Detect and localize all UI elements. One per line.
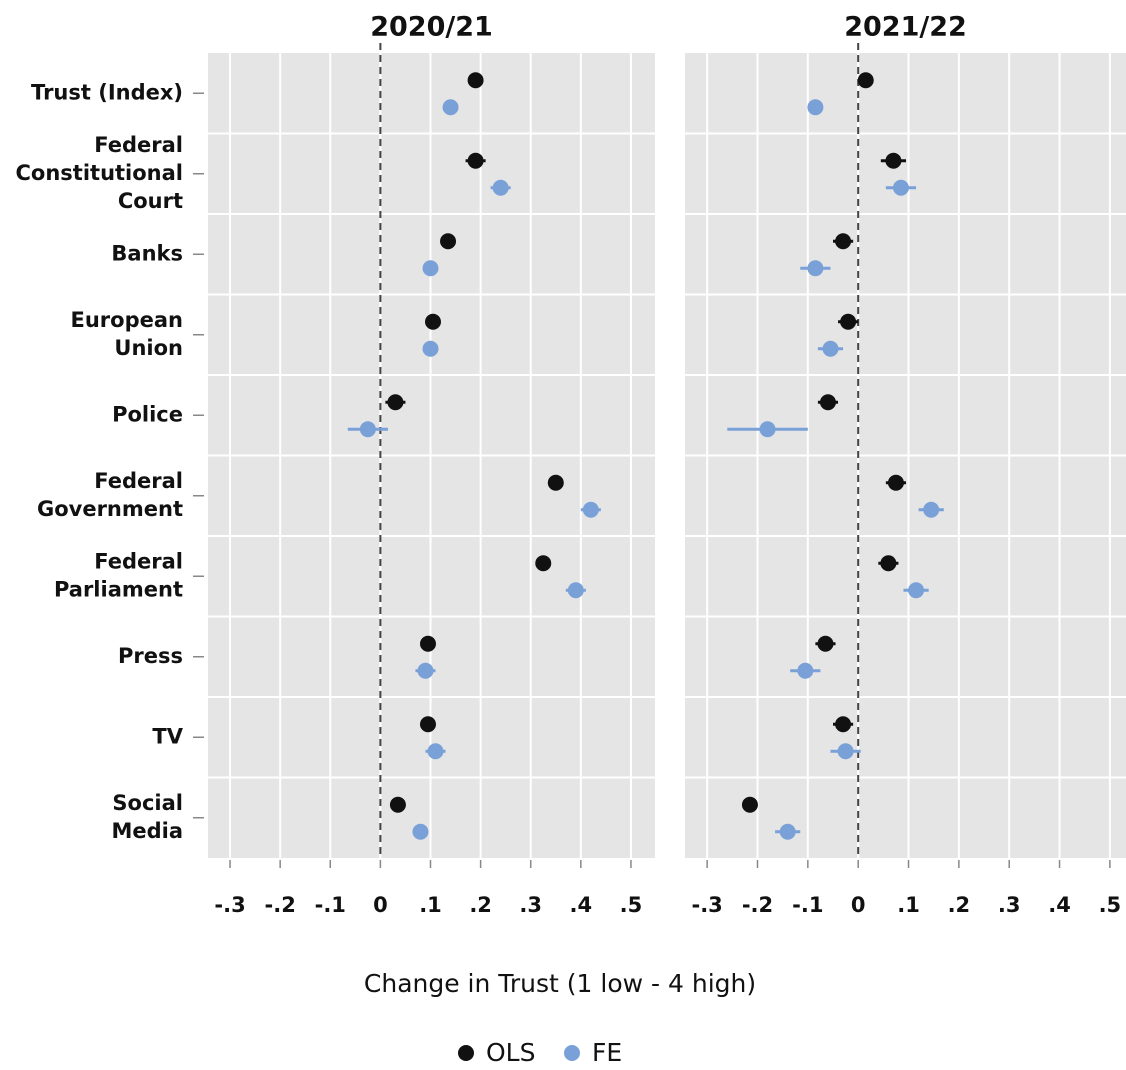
point xyxy=(425,313,442,330)
point xyxy=(880,555,897,572)
point xyxy=(923,501,940,518)
point xyxy=(567,582,584,599)
point xyxy=(817,635,834,652)
point xyxy=(908,582,925,599)
x-tick-label: -.3 xyxy=(691,893,722,917)
point xyxy=(412,823,429,840)
x-tick-label: .4 xyxy=(570,893,593,917)
y-tick-label: Social xyxy=(112,791,183,815)
panel-title: 2021/22 xyxy=(844,12,967,43)
x-tick-label: .2 xyxy=(469,893,492,917)
point xyxy=(547,474,564,491)
y-tick-label: Parliament xyxy=(54,577,183,601)
point xyxy=(422,340,439,357)
y-tick-label: Press xyxy=(118,644,183,668)
y-tick-label: Federal xyxy=(94,469,183,493)
x-tick-label: .4 xyxy=(1048,893,1071,917)
point xyxy=(892,179,909,196)
y-tick-label: Court xyxy=(118,189,183,213)
y-tick-label: Police xyxy=(112,402,183,426)
x-tick-label: .5 xyxy=(620,893,643,917)
y-tick-label: Constitutional xyxy=(16,161,184,185)
point xyxy=(759,421,776,438)
y-tick-label: Government xyxy=(37,497,183,521)
y-tick-label: European xyxy=(71,308,183,332)
point xyxy=(535,555,552,572)
legend-label: OLS xyxy=(486,1038,535,1067)
legend-swatch-ols xyxy=(458,1045,474,1061)
y-tick-label: TV xyxy=(152,724,183,748)
point xyxy=(582,501,599,518)
x-tick-label: .5 xyxy=(1099,893,1122,917)
x-tick-label: 0 xyxy=(851,893,866,917)
x-tick-label: -.1 xyxy=(792,893,823,917)
x-tick-label: -.3 xyxy=(214,893,245,917)
point xyxy=(442,99,459,116)
x-tick-label: -.2 xyxy=(742,893,773,917)
x-tick-label: .3 xyxy=(998,893,1021,917)
point xyxy=(419,716,436,733)
point xyxy=(741,796,758,813)
point xyxy=(440,233,457,250)
x-tick-label: 0 xyxy=(373,893,388,917)
point xyxy=(467,152,484,169)
point xyxy=(797,662,814,679)
point xyxy=(492,179,509,196)
point xyxy=(467,72,484,89)
point xyxy=(807,260,824,277)
point xyxy=(835,233,852,250)
point xyxy=(835,716,852,733)
x-tick-label: .1 xyxy=(419,893,442,917)
y-tick-label: Banks xyxy=(111,241,183,265)
x-tick-label: -.1 xyxy=(315,893,346,917)
x-tick-label: .3 xyxy=(519,893,542,917)
point xyxy=(422,260,439,277)
point xyxy=(387,394,404,411)
point xyxy=(887,474,904,491)
point xyxy=(837,743,854,760)
point xyxy=(359,421,376,438)
legend-label: FE xyxy=(592,1038,622,1067)
point xyxy=(807,99,824,116)
point xyxy=(885,152,902,169)
y-tick-label: Federal xyxy=(94,549,183,573)
y-tick-label: Federal xyxy=(94,133,183,157)
y-tick-label: Media xyxy=(111,819,183,843)
point xyxy=(427,743,444,760)
point xyxy=(779,823,796,840)
y-tick-label: Union xyxy=(114,336,183,360)
x-axis-title: Change in Trust (1 low - 4 high) xyxy=(364,969,756,998)
legend-swatch-fe xyxy=(564,1045,580,1061)
point xyxy=(819,394,836,411)
point xyxy=(389,796,406,813)
x-tick-label: .1 xyxy=(897,893,920,917)
y-tick-label: Trust (Index) xyxy=(31,80,183,104)
panel-title: 2020/21 xyxy=(370,12,493,43)
point xyxy=(840,313,857,330)
point xyxy=(417,662,434,679)
point xyxy=(419,635,436,652)
point xyxy=(822,340,839,357)
x-tick-label: -.2 xyxy=(265,893,296,917)
point xyxy=(857,72,874,89)
x-tick-label: .2 xyxy=(948,893,971,917)
